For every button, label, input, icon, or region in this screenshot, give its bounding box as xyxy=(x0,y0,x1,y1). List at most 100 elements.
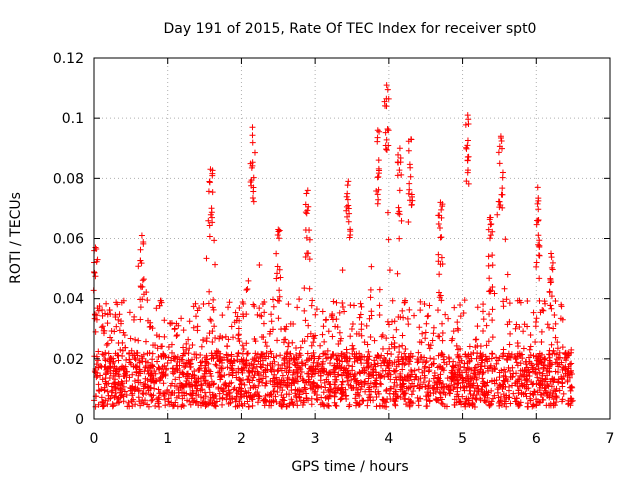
data-point xyxy=(338,335,345,342)
data-point xyxy=(298,359,305,366)
data-point xyxy=(155,400,162,407)
data-point xyxy=(375,173,382,180)
data-point xyxy=(190,324,197,331)
data-point xyxy=(501,285,508,292)
data-point xyxy=(121,388,128,395)
data-point xyxy=(451,304,458,311)
data-point xyxy=(395,151,402,158)
data-point xyxy=(554,360,561,367)
x-tick-label: 5 xyxy=(458,431,467,447)
data-point xyxy=(542,300,549,307)
data-point xyxy=(410,388,417,395)
data-point xyxy=(397,159,404,166)
data-point xyxy=(225,371,232,378)
data-point xyxy=(389,297,396,304)
data-point xyxy=(438,350,445,357)
data-point xyxy=(398,384,405,391)
data-point xyxy=(551,311,558,318)
data-point xyxy=(423,393,430,400)
data-point xyxy=(93,258,100,265)
data-point xyxy=(350,345,357,352)
data-point xyxy=(388,385,395,392)
data-point xyxy=(567,361,574,368)
data-point xyxy=(487,214,494,221)
data-point xyxy=(514,340,521,347)
data-point xyxy=(332,402,339,409)
data-point xyxy=(278,367,285,374)
data-point xyxy=(264,391,271,398)
data-point xyxy=(449,335,456,342)
data-point xyxy=(512,356,519,363)
data-point xyxy=(150,375,157,382)
data-point xyxy=(325,378,332,385)
data-point xyxy=(182,363,189,370)
data-point xyxy=(454,325,461,332)
data-point xyxy=(488,220,495,227)
data-point xyxy=(249,132,256,139)
data-point xyxy=(189,341,196,348)
data-point xyxy=(553,351,560,358)
data-point xyxy=(537,382,544,389)
data-point xyxy=(402,390,409,397)
data-point xyxy=(467,391,474,398)
data-point xyxy=(126,403,133,410)
data-point xyxy=(191,368,198,375)
data-point xyxy=(408,399,415,406)
data-point xyxy=(396,167,403,174)
data-point xyxy=(474,361,481,368)
data-point xyxy=(171,402,178,409)
data-point xyxy=(478,359,485,366)
data-point xyxy=(107,395,114,402)
data-point xyxy=(258,364,265,371)
data-point xyxy=(478,386,485,393)
data-point xyxy=(112,311,119,318)
data-point xyxy=(138,353,145,360)
data-point xyxy=(464,112,471,119)
data-point xyxy=(503,296,510,303)
data-point xyxy=(102,349,109,356)
data-point xyxy=(206,288,213,295)
data-point xyxy=(114,301,121,308)
data-point xyxy=(407,383,414,390)
data-point xyxy=(98,394,105,401)
data-point xyxy=(209,172,216,179)
data-point xyxy=(140,385,147,392)
data-point xyxy=(245,367,252,374)
data-point xyxy=(314,363,321,370)
data-point xyxy=(269,360,276,367)
data-point xyxy=(288,387,295,394)
data-point xyxy=(430,390,437,397)
data-point xyxy=(396,145,403,152)
data-point xyxy=(331,393,338,400)
data-point xyxy=(344,182,351,189)
data-point xyxy=(527,360,534,367)
data-point xyxy=(367,334,374,341)
data-point xyxy=(378,333,385,340)
data-point xyxy=(102,378,109,385)
data-point xyxy=(276,293,283,300)
data-point xyxy=(358,326,365,333)
data-point xyxy=(430,330,437,337)
data-point xyxy=(491,377,498,384)
data-point xyxy=(424,313,431,320)
data-point xyxy=(179,395,186,402)
data-point xyxy=(176,374,183,381)
data-point xyxy=(331,399,338,406)
data-point xyxy=(488,398,495,405)
data-point xyxy=(212,261,219,268)
data-point xyxy=(119,387,126,394)
data-point xyxy=(257,312,264,319)
data-point xyxy=(472,395,479,402)
data-point xyxy=(368,312,375,319)
data-point xyxy=(502,373,509,380)
data-point xyxy=(210,394,217,401)
data-point xyxy=(335,371,342,378)
data-point xyxy=(239,342,246,349)
data-point xyxy=(411,367,418,374)
data-point xyxy=(367,380,374,387)
data-point xyxy=(534,184,541,191)
data-point xyxy=(427,342,434,349)
data-point xyxy=(123,356,130,363)
data-point xyxy=(133,364,140,371)
data-point xyxy=(358,321,365,328)
